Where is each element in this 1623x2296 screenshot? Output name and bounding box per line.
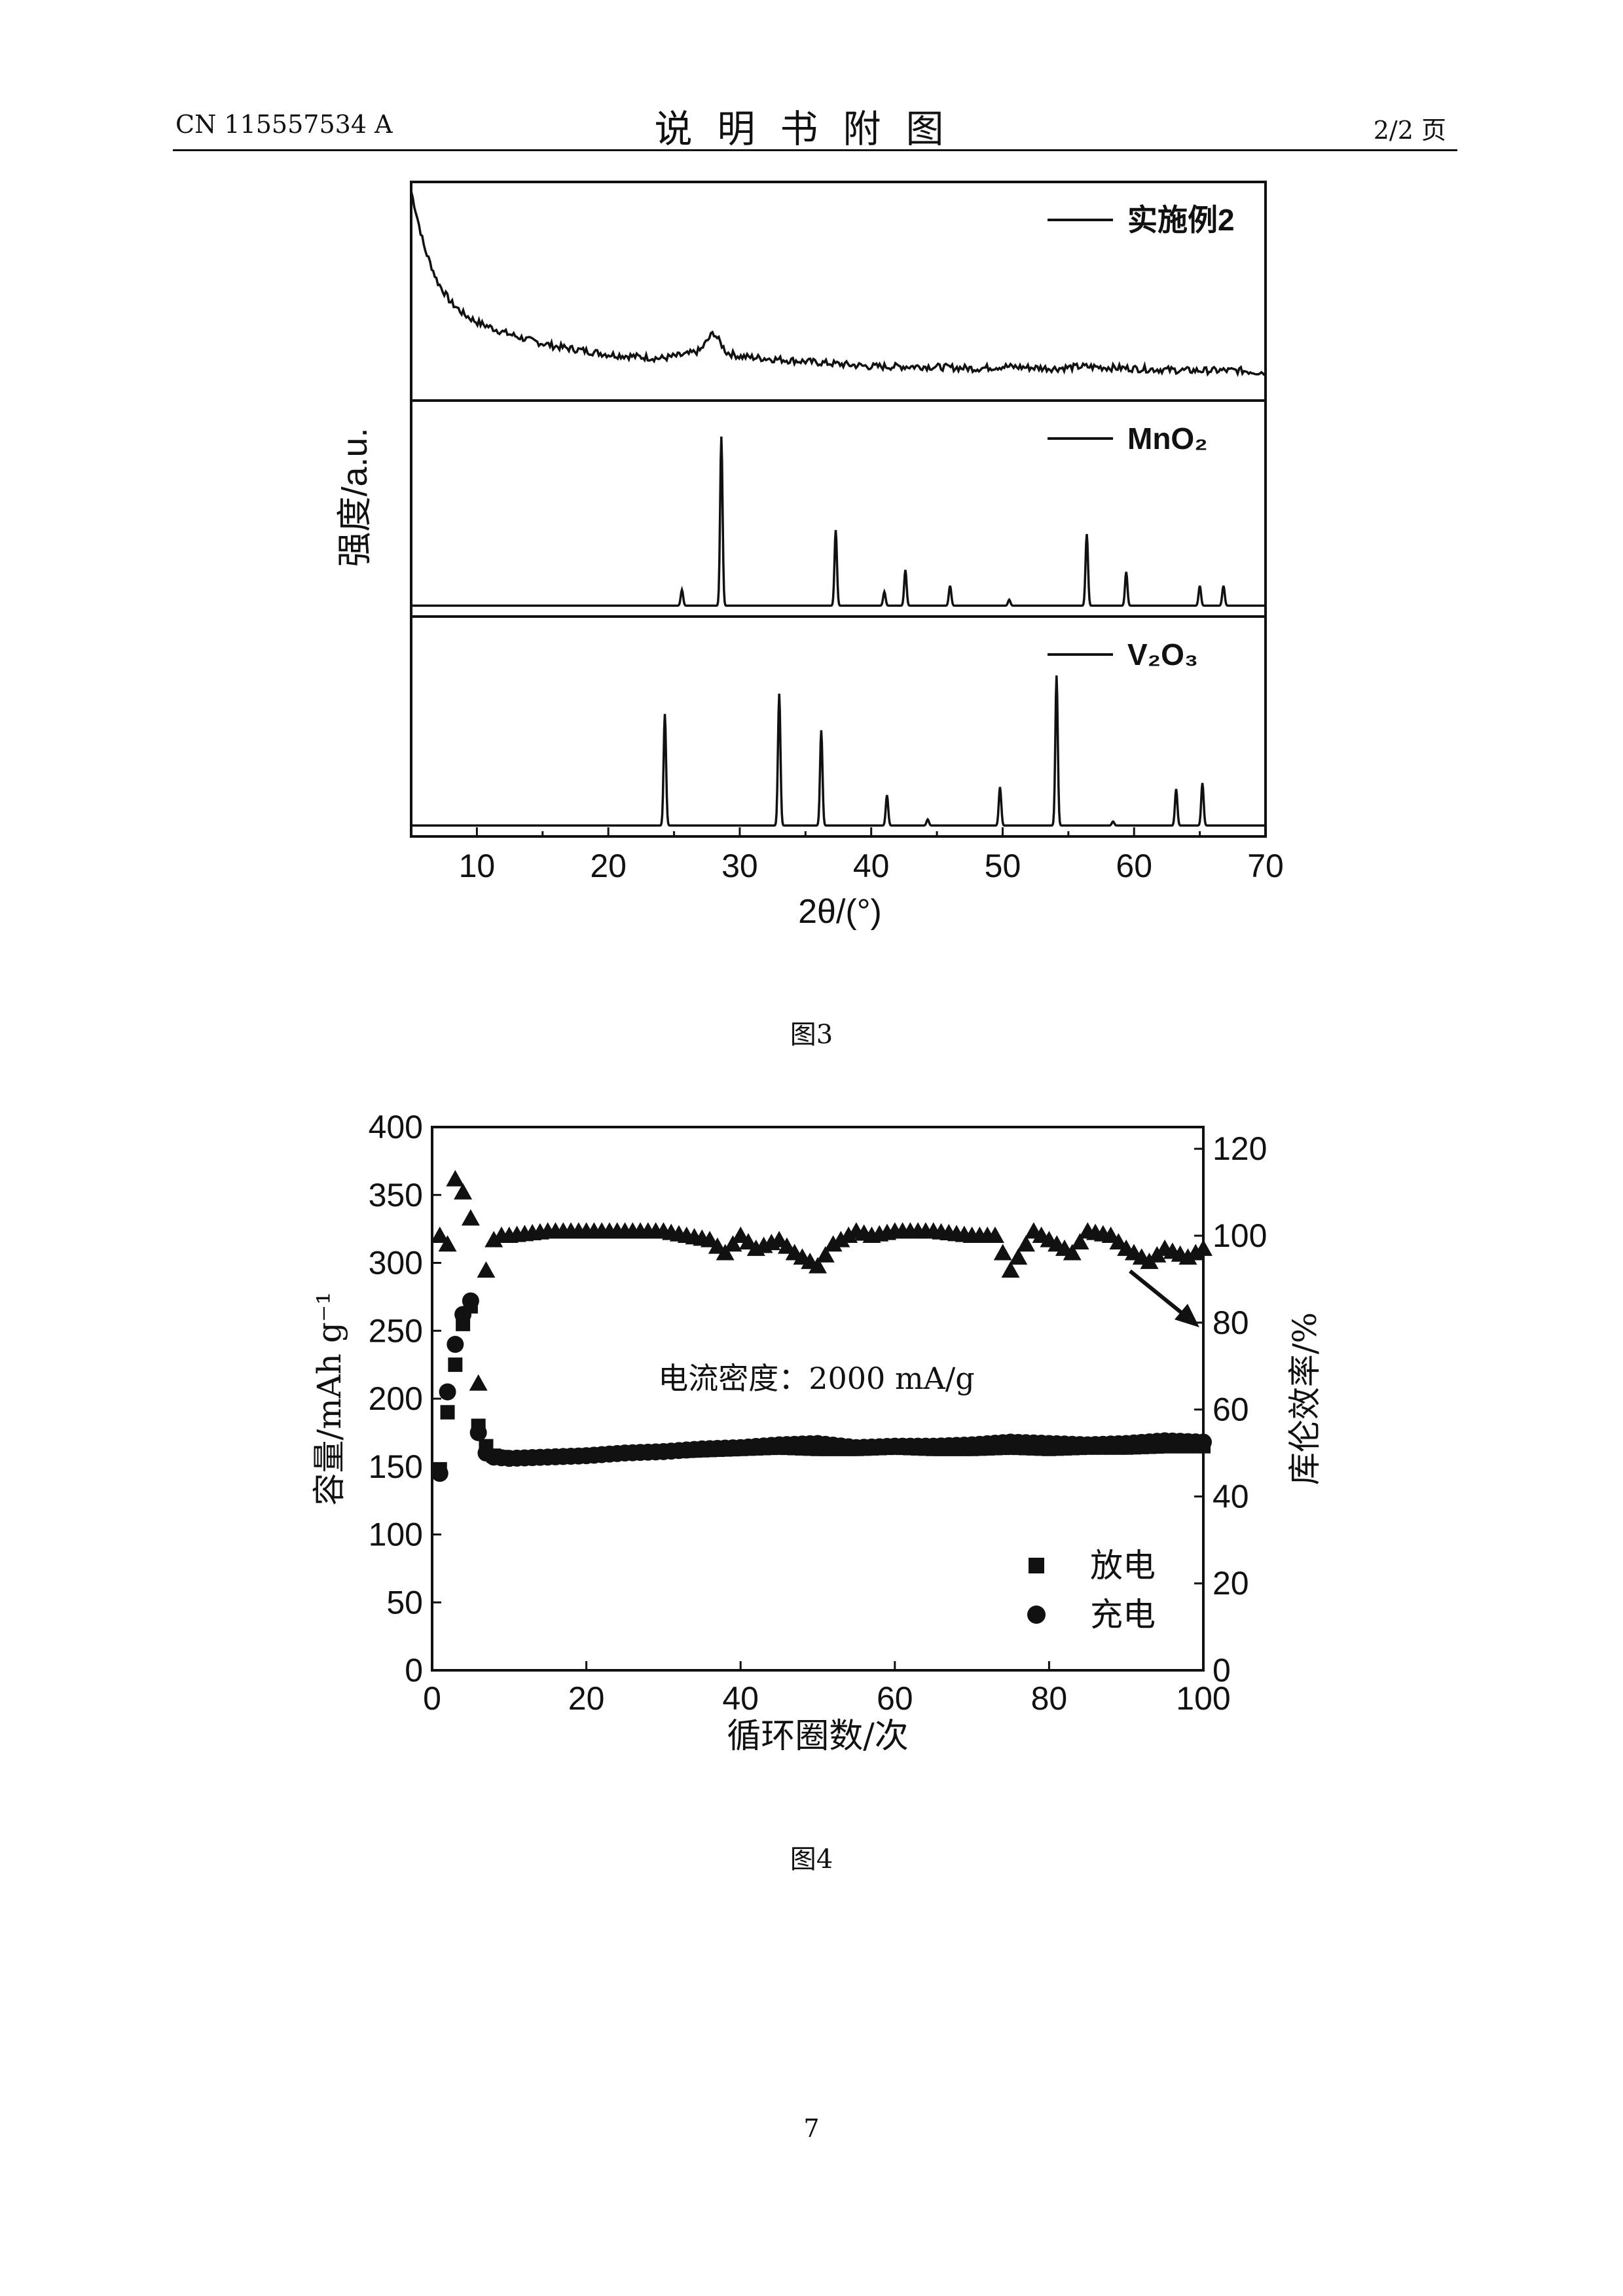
fig4-efficiency-point <box>1186 1244 1205 1261</box>
fig4-y-left-tick-label: 400 <box>369 1109 423 1145</box>
fig4-efficiency-point <box>461 1209 480 1226</box>
fig4-y-right-tick-label: 40 <box>1213 1478 1249 1515</box>
fig4-y-right-axis-label: 库伦效率/% <box>1286 1312 1324 1485</box>
fig4-efficiency-point <box>1178 1248 1197 1265</box>
fig4-x-axis-label: 循环圈数/次 <box>727 1717 909 1756</box>
header-title: 说明书附图 <box>654 107 969 151</box>
fig4-y-left-tick-label: 250 <box>369 1312 423 1349</box>
fig3-x-tick-label: 50 <box>985 848 1021 884</box>
fig4-x-tick-label: 0 <box>423 1680 441 1717</box>
fig4-x-tick-label: 20 <box>568 1680 605 1717</box>
fig4-efficiency-point <box>985 1227 1004 1243</box>
fig4-efficiency-point <box>839 1227 858 1243</box>
fig4-y-right-tick-label: 60 <box>1213 1391 1249 1428</box>
fig4-efficiency-point <box>446 1170 465 1187</box>
fig4-efficiency-point <box>484 1230 503 1247</box>
fig4-y-left-tick-label: 350 <box>369 1177 423 1213</box>
fig3-x-axis-label: 2θ/(°) <box>798 893 882 931</box>
fig4-y-right-tick-label: 120 <box>1213 1130 1267 1167</box>
fig4-y-left-tick-label: 200 <box>369 1380 423 1417</box>
fig4-efficiency-point <box>477 1261 496 1278</box>
fig4-x-tick-label: 80 <box>1031 1680 1068 1717</box>
page-number: 7 <box>803 2114 820 2143</box>
fig4-y-right-tick-label: 100 <box>1213 1217 1267 1254</box>
fig4-efficiency-point <box>993 1244 1012 1261</box>
fig4-y-left-axis-label: 容量/mAh g⁻¹ <box>310 1292 348 1506</box>
fig4-efficiency-point <box>1017 1235 1036 1252</box>
header-publication-number: CN 115557534 A <box>175 110 393 139</box>
fig3-x-tick-label: 60 <box>1116 848 1152 884</box>
fig3-pattern-1 <box>410 190 1266 378</box>
fig3-x-tick-label: 70 <box>1247 848 1284 884</box>
fig3-pattern-2 <box>411 436 1266 607</box>
fig3-frame <box>410 181 1267 838</box>
fig4-efficiency-point <box>824 1235 843 1252</box>
figure-4-caption: 图4 <box>790 1844 833 1874</box>
fig4-efficiency-point <box>469 1374 488 1391</box>
fig3-x-tick-label: 20 <box>590 848 627 884</box>
fig4-efficiency-point <box>1009 1248 1028 1265</box>
fig4-efficiency-point <box>816 1246 835 1263</box>
fig4-y-right-tick-label: 80 <box>1213 1304 1249 1341</box>
fig4-legend-label: 充电 <box>1090 1596 1156 1634</box>
fig4-y-left-tick-label: 50 <box>386 1584 423 1621</box>
fig4-y-left-tick-label: 0 <box>405 1652 423 1689</box>
fig4-efficiency-point <box>809 1257 827 1274</box>
fig4-y-right-tick-label: 20 <box>1213 1565 1249 1602</box>
fig4-efficiency-point <box>1194 1239 1213 1256</box>
fig4-efficiency-point <box>438 1235 457 1252</box>
fig4-frame <box>431 1126 1205 1672</box>
fig4-annotation: 电流密度：2000 mA/g <box>658 1361 974 1396</box>
fig4-legend-square-icon <box>1029 1558 1044 1573</box>
fig4-y-left-tick-label: 150 <box>369 1448 423 1485</box>
fig4-discharge-point <box>440 1405 455 1420</box>
fig4-charge-point <box>439 1383 456 1401</box>
fig3-x-tick-label: 10 <box>459 848 496 884</box>
fig4-efficiency-point <box>454 1183 473 1200</box>
fig4-discharge-point <box>448 1357 463 1372</box>
fig4-x-tick-label: 40 <box>722 1680 759 1717</box>
fig4-efficiency-point <box>1063 1244 1082 1261</box>
fig3-legend-label: V₂O₃ <box>1127 637 1198 672</box>
fig4-efficiency-point <box>1070 1232 1089 1249</box>
fig4-charge-point <box>1195 1433 1212 1451</box>
fig4-charge-point <box>431 1465 448 1482</box>
fig4-charge-point <box>469 1424 487 1441</box>
fig4-charge-point <box>454 1306 472 1323</box>
fig4-x-tick-label: 60 <box>877 1680 913 1717</box>
figure-3-caption: 图3 <box>790 1020 833 1050</box>
fig4-efficiency-point <box>1001 1261 1020 1278</box>
fig3-y-axis-label: 强度/a.u. <box>335 427 374 567</box>
fig3-x-tick-label: 40 <box>853 848 890 884</box>
fig4-y-left-tick-label: 300 <box>369 1245 423 1282</box>
fig4-y-left-tick-label: 100 <box>369 1516 423 1553</box>
fig4-legend-label: 放电 <box>1090 1547 1156 1585</box>
header-page-of: 2/2 页 <box>1373 116 1446 145</box>
fig4-legend-circle-icon <box>1027 1605 1046 1624</box>
fig4-efficiency-point <box>831 1230 850 1247</box>
fig3-legend-label: 实施例2 <box>1127 203 1235 237</box>
fig4-charge-point <box>447 1336 464 1353</box>
fig4-arrow-shaft <box>1129 1269 1186 1318</box>
header-rule <box>173 149 1457 151</box>
fig4-charge-point <box>462 1292 479 1310</box>
fig4-y-right-tick-label: 0 <box>1213 1652 1231 1689</box>
fig4-efficiency-point <box>716 1244 735 1261</box>
fig4-efficiency-point <box>430 1227 449 1243</box>
fig3-legend-label: MnO₂ <box>1127 422 1208 456</box>
fig3-x-tick-label: 30 <box>721 848 758 884</box>
fig4-arrow-head <box>1175 1304 1199 1327</box>
fig3-pattern-3 <box>411 675 1266 827</box>
fig4-x-tick-label: 100 <box>1176 1680 1230 1717</box>
fig4-efficiency-point <box>723 1235 742 1252</box>
